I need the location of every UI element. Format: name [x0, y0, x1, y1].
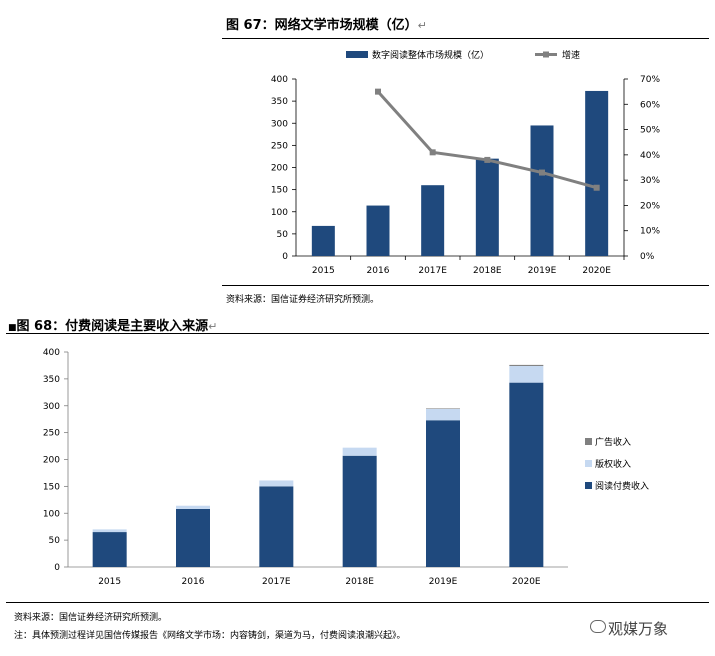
- fig68-legend-swatch: [585, 438, 592, 445]
- figure68-title-text: 图 68：付费阅读是主要收入来源: [16, 319, 209, 334]
- fig67-category-label: 2016: [367, 266, 390, 276]
- fig68-y-tick-label: 50: [49, 536, 61, 546]
- figure67-source: 资料来源：国信证券经济研究所预测。: [226, 295, 380, 305]
- fig68-category-label: 2020E: [512, 577, 541, 587]
- fig67-bar: [530, 125, 554, 257]
- fig67-left-tick-label: 200: [271, 164, 288, 174]
- fig68-bar-segment: [176, 505, 210, 509]
- fig68-y-tick-label: 100: [43, 509, 60, 519]
- fig68-legend-label: 版权收入: [595, 458, 631, 470]
- fig68-bar-segment: [426, 408, 460, 409]
- fig67-right-tick-label: 20%: [640, 201, 660, 211]
- fig67-bar: [366, 205, 390, 256]
- fig67-right-tick-label: 40%: [640, 151, 660, 161]
- fig68-bar-segment: [259, 486, 294, 567]
- fig67-left-tick-label: 50: [277, 230, 289, 240]
- fig67-bar: [311, 225, 335, 256]
- figure68-bottom-rule: [6, 602, 709, 603]
- fig67-left-tick-label: 350: [271, 97, 288, 107]
- figure68-title: ■图 68：付费阅读是主要收入来源↵: [8, 315, 217, 334]
- fig67-right-tick-label: 60%: [640, 100, 660, 110]
- fig67-left-tick-label: 300: [271, 119, 288, 129]
- fig68-y-tick-label: 350: [43, 375, 60, 385]
- fig68-bar-segment: [509, 365, 544, 383]
- figure67-top-rule: [222, 38, 709, 39]
- fig68-y-tick-label: 250: [43, 429, 60, 439]
- fig67-legend-bar-swatch: [346, 51, 368, 58]
- fig67-category-label: 2019E: [528, 266, 557, 276]
- fig67-left-tick-label: 250: [271, 141, 288, 151]
- fig67-growth-point: [429, 149, 436, 156]
- fig67-legend-line-marker: [543, 51, 549, 58]
- fig68-legend-swatch: [585, 460, 592, 467]
- fig67-growth-point: [539, 169, 545, 176]
- fig68-legend-label: 阅读付费收入: [595, 480, 649, 492]
- watermark: 观媒万象: [608, 620, 669, 638]
- fig68-bar-segment: [176, 508, 210, 567]
- return-mark-icon: ↵: [208, 320, 218, 333]
- fig68-y-tick-label: 400: [43, 348, 60, 358]
- fig67-bar: [475, 158, 499, 256]
- fig68-category-label: 2019E: [429, 577, 458, 587]
- fig68-bar-segment: [426, 408, 460, 421]
- figure68-note: 注：具体预测过程详见国信传媒报告《网络文学市场：内容铸剑，渠道为马，付费阅读浪潮…: [14, 631, 406, 641]
- fig67-growth-point: [375, 88, 381, 95]
- fig67-left-tick-label: 400: [271, 75, 288, 85]
- return-mark-icon: ↵: [417, 19, 427, 32]
- fig67-right-tick-label: 30%: [640, 176, 660, 186]
- fig67-category-label: 2015: [312, 266, 335, 276]
- fig67-right-tick-label: 10%: [640, 227, 660, 237]
- fig68-y-tick-label: 300: [43, 402, 60, 412]
- bullet-icon: ■: [8, 323, 17, 333]
- figure67-title: 图 67：网络文学市场规模（亿）↵: [226, 14, 427, 33]
- fig68-bar-segment: [92, 529, 127, 533]
- fig67-legend-bar-label: 数字阅读整体市场规模（亿）: [372, 49, 489, 61]
- wechat-icon: [590, 620, 606, 633]
- fig67-left-tick-label: 0: [282, 252, 288, 262]
- fig67-category-label: 2017E: [418, 266, 447, 276]
- fig68-y-tick-label: 150: [43, 482, 60, 492]
- fig68-category-label: 2015: [98, 577, 121, 587]
- figure68-top-rule: [6, 333, 709, 334]
- fig68-category-label: 2017E: [262, 577, 291, 587]
- fig68-bar-segment: [509, 364, 544, 366]
- figure68-source: 资料来源：国信证券经济研究所预测。: [14, 613, 168, 623]
- fig67-growth-point: [593, 184, 600, 191]
- fig68-category-label: 2018E: [345, 577, 374, 587]
- fig67-category-label: 2018E: [473, 266, 502, 276]
- fig67-bar: [585, 90, 609, 256]
- fig68-bar-segment: [426, 420, 460, 567]
- fig67-left-tick-label: 100: [271, 208, 288, 218]
- fig68-y-tick-label: 200: [43, 456, 60, 466]
- fig67-bar: [421, 185, 445, 256]
- fig68-legend-swatch: [585, 482, 592, 489]
- fig67-category-label: 2020E: [582, 266, 611, 276]
- fig67-legend-line-label: 增速: [562, 49, 580, 61]
- fig68-bar-segment: [92, 532, 127, 567]
- fig68-bar-segment: [259, 480, 294, 487]
- fig67-right-tick-label: 50%: [640, 126, 660, 136]
- fig67-right-tick-label: 70%: [640, 75, 660, 85]
- fig68-category-label: 2016: [182, 577, 205, 587]
- fig68-bar-segment: [509, 382, 544, 567]
- fig67-left-tick-label: 150: [271, 186, 288, 196]
- fig67-right-tick-label: 0%: [640, 252, 655, 262]
- fig68-y-tick-label: 0: [54, 563, 60, 573]
- fig67-growth-point: [484, 156, 491, 163]
- figure67-bottom-rule: [222, 285, 709, 286]
- fig68-legend-label: 广告收入: [595, 436, 631, 448]
- fig68-bar-segment: [342, 455, 377, 567]
- fig68-bar-segment: [342, 447, 377, 456]
- figure67-title-text: 图 67：网络文学市场规模（亿）: [226, 18, 418, 33]
